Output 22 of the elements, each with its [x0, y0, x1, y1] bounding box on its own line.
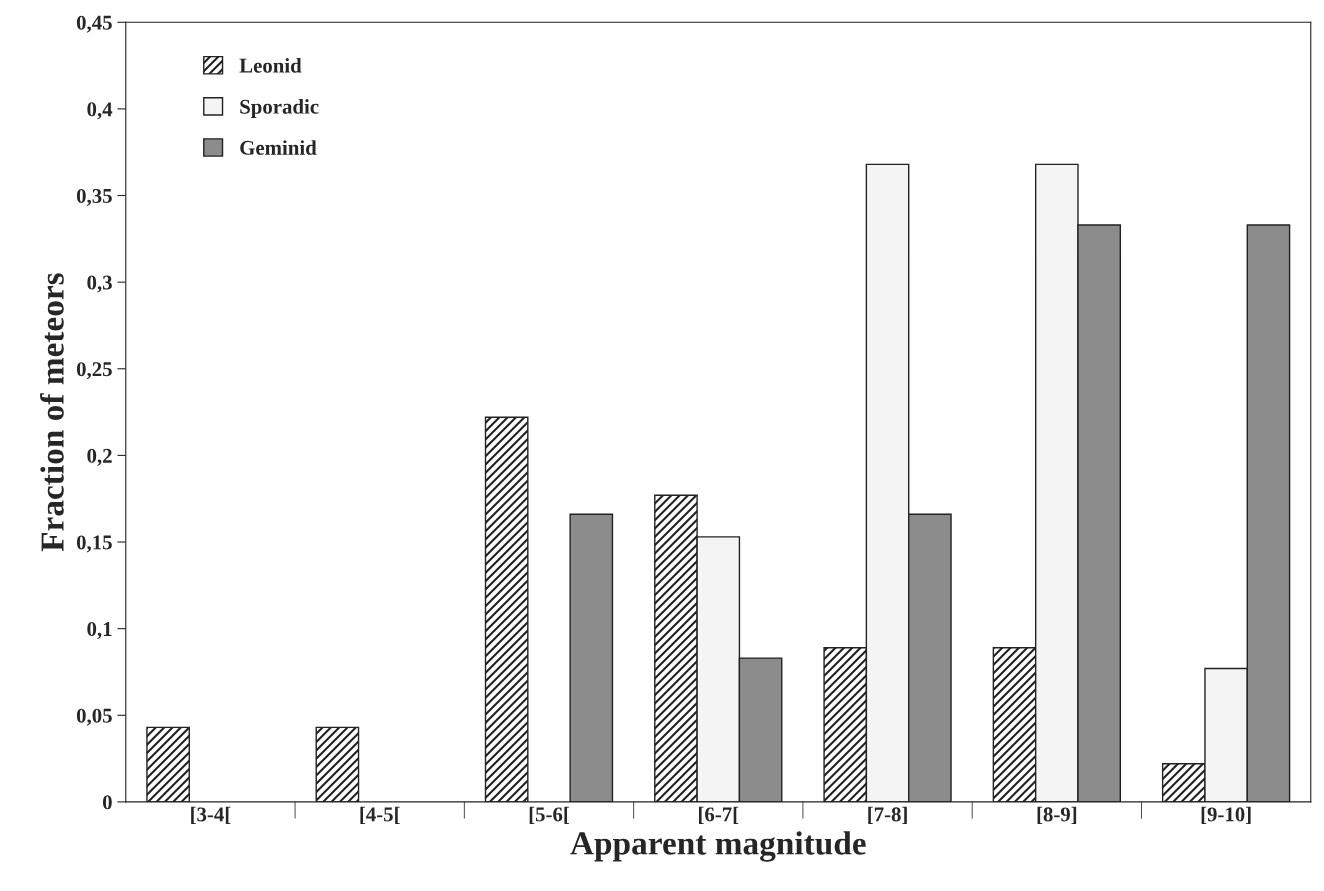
y-tick-label: 0,15: [76, 535, 112, 553]
y-tick-label: 0,2: [87, 448, 112, 466]
y-tick-label: 0,1: [87, 622, 112, 640]
y-tick-label: 0,25: [76, 362, 112, 380]
x-axis-title: Apparent magnitude: [570, 831, 866, 862]
x-tick-label: [4-5[: [360, 806, 400, 824]
y-tick-label: 0,05: [76, 708, 112, 726]
legend-label: Sporadic: [240, 99, 319, 118]
y-tick-label: 0,35: [76, 188, 112, 206]
y-tick-label: 0,45: [76, 15, 112, 33]
x-tick-label: [9-10]: [1201, 806, 1251, 824]
legend-label: Leonid: [239, 57, 302, 73]
y-tick-label: 0,4: [87, 102, 113, 120]
y-axis-title: Fraction of meteors: [40, 273, 64, 552]
y-tick-label: 0,3: [87, 275, 112, 293]
x-tick-label: [3-4[: [191, 806, 231, 824]
x-tick-label: [6-7[: [698, 806, 739, 824]
x-tick-label: [5-6[: [529, 806, 570, 824]
x-tick-label: [7-8]: [868, 806, 907, 824]
legend-label: Geminid: [240, 140, 317, 155]
x-tick-label: [8-9]: [1037, 806, 1077, 824]
y-tick-label: 0: [102, 795, 112, 810]
